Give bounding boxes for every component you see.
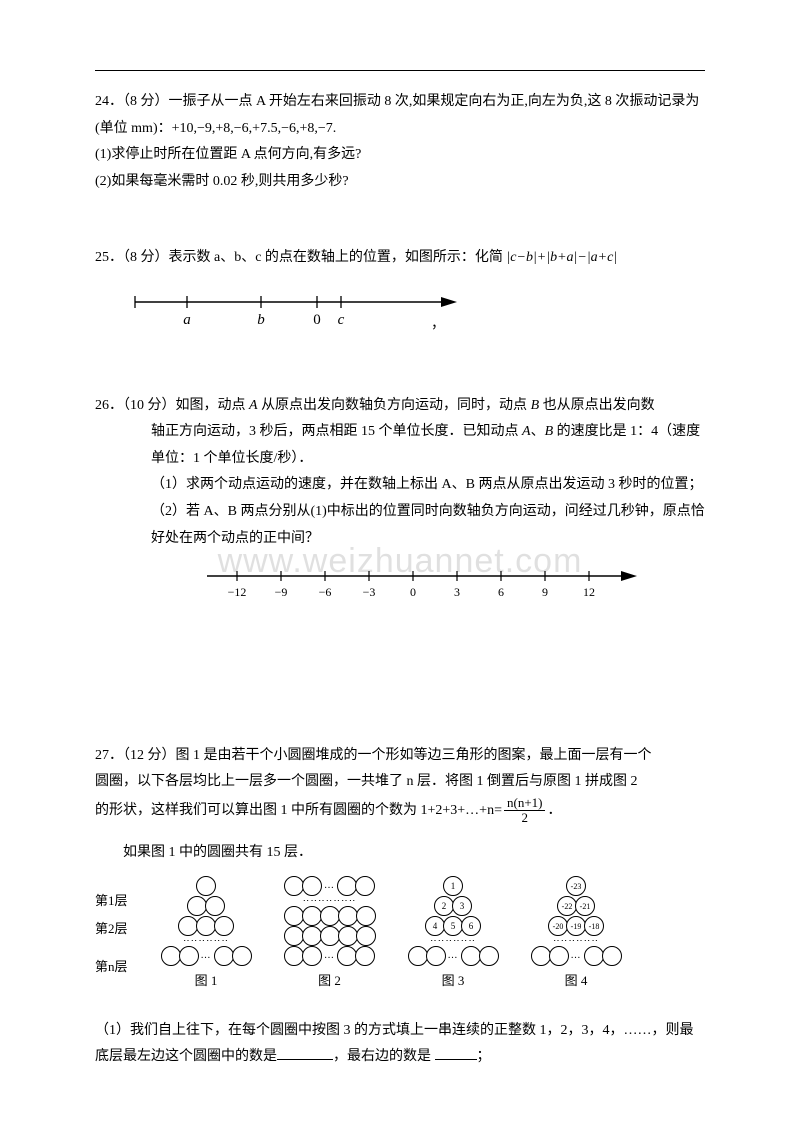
q26-header: 26．（10 分）如图，动点 A 从原点出发向数轴负方向运动，同时，动点 B 也… — [95, 393, 705, 420]
q24-part2: (2)如果每毫米需时 0.02 秒,则共用多少秒? — [95, 169, 705, 196]
q26-number-line: −12 −9 −6 −3 0 3 6 9 12 — [201, 562, 641, 617]
blank-1 — [277, 1045, 333, 1060]
row-labels: 第1层 第2层 第n层 — [95, 892, 128, 994]
svg-text:−6: −6 — [319, 585, 332, 599]
svg-text:9: 9 — [542, 585, 548, 599]
svg-text:6: 6 — [498, 585, 504, 599]
question-25: 25．（8 分）表示数 a、b、c 的点在数轴上的位置，如图所示：化简 |c−b… — [95, 245, 705, 342]
svg-text:3: 3 — [454, 585, 460, 599]
figure-1: ‥‥‥‥‥‥ … 图 1 — [162, 876, 251, 994]
figure-4: -23 -22-21 -20-19-18 ‥‥‥‥‥‥ … 图 4 — [532, 876, 621, 994]
svg-text:−3: −3 — [363, 585, 376, 599]
figure-3: 1 23 456 ‥‥‥‥‥‥ … 图 3 — [409, 876, 498, 994]
q24-header: 24．（8 分）一振子从一点 A 开始左右来回振动 8 次,如果规定向右为正,向… — [95, 89, 705, 142]
q25-header: 25．（8 分）表示数 a、b、c 的点在数轴上的位置，如图所示：化简 |c−b… — [95, 245, 705, 272]
q26-part2: （2）若 A、B 两点分别从(1)中标出的位置同时向数轴负方向运动，问经过几秒钟… — [151, 499, 705, 552]
question-26: 26．（10 分）如图，动点 A 从原点出发向数轴负方向运动，同时，动点 B 也… — [95, 393, 705, 713]
q27-figures: 第1层 第2层 第n层 ‥‥‥‥‥‥ … 图 1 … ‥‥‥‥‥‥‥ … — [95, 876, 705, 994]
svg-text:−9: −9 — [275, 585, 288, 599]
svg-text:12: 12 — [583, 585, 595, 599]
q27-line1a: 27．（12 分）图 1 是由若干个小圆圈堆成的一个形如等边三角形的图案，最上面… — [95, 743, 705, 770]
q25-expr-2: +|b+a| — [537, 250, 578, 265]
q27-line1b: 圆圈，以下各层均比上一层多一个圆圈，一共堆了 n 层．将图 1 倒置后与原图 1… — [95, 769, 705, 796]
q25-number-line: a b 0 c ， — [131, 286, 461, 343]
q24-part1: (1)求停止时所在位置距 A 点何方向,有多远? — [95, 142, 705, 169]
q27-part1: （1）我们自上往下，在每个圆圈中按图 3 的方式填上一串连续的正整数 1，2，3… — [95, 1018, 705, 1071]
svg-text:，: ， — [431, 317, 445, 332]
q27-line2: 如果图 1 中的圆圈共有 15 层． — [95, 840, 705, 867]
q25-expr-1: |c−b| — [506, 250, 536, 265]
q27-line1c: 的形状，这样我们可以算出图 1 中所有圆圈的个数为 1+2+3+…+n=n(n+… — [95, 796, 705, 826]
q26-part1: （1）求两个动点运动的速度，并在数轴上标出 A、B 两点从原点出发运动 3 秒时… — [151, 472, 705, 499]
svg-text:0: 0 — [410, 585, 416, 599]
svg-text:0: 0 — [313, 312, 321, 328]
svg-text:c: c — [338, 312, 345, 328]
figure-2: … ‥‥‥‥‥‥‥ … 图 2 — [285, 876, 375, 994]
question-27: 27．（12 分）图 1 是由若干个小圆圈堆成的一个形如等边三角形的图案，最上面… — [95, 743, 705, 1071]
svg-text:a: a — [183, 312, 191, 328]
top-rule — [95, 70, 705, 71]
svg-text:−12: −12 — [228, 585, 247, 599]
q25-expr-3: −|a+c| — [577, 250, 617, 265]
svg-text:b: b — [257, 312, 265, 328]
q26-body: 轴正方向运动，3 秒后，两点相距 15 个单位长度．已知动点 A、B 的速度比是… — [95, 419, 705, 617]
fraction: n(n+1)2 — [502, 796, 548, 826]
blank-2 — [435, 1045, 477, 1060]
question-24: 24．（8 分）一振子从一点 A 开始左右来回振动 8 次,如果规定向右为正,向… — [95, 89, 705, 195]
